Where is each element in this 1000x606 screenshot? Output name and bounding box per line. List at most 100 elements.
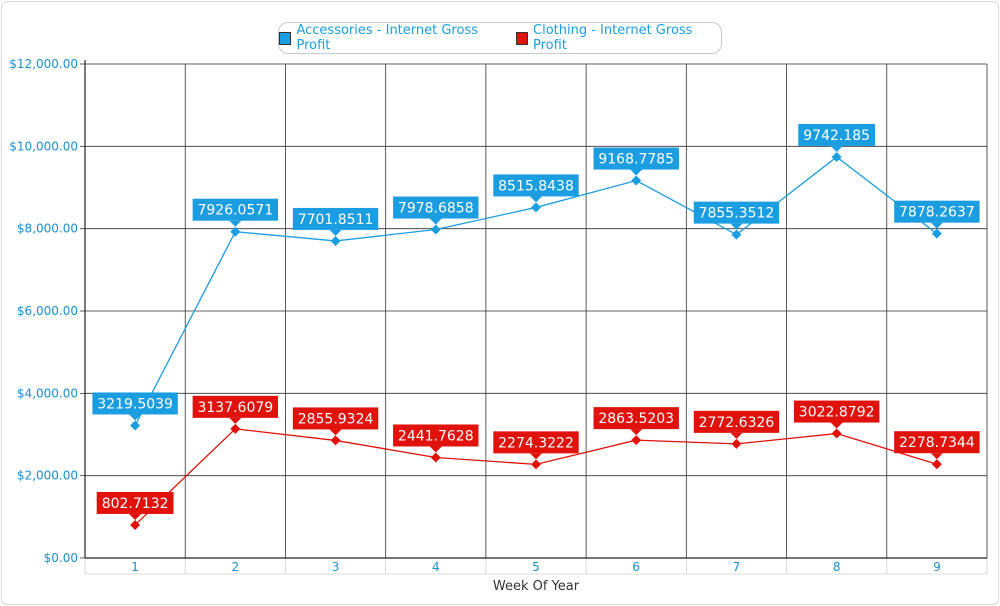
data-label-box <box>493 174 579 197</box>
data-point-marker[interactable] <box>430 452 441 463</box>
x-tick-label: 4 <box>432 560 440 574</box>
legend-swatch-clothing <box>515 31 529 45</box>
x-tick-label: 8 <box>833 560 841 574</box>
data-label-box <box>693 410 780 433</box>
data-label-box <box>793 400 880 423</box>
data-point-marker[interactable] <box>230 226 241 237</box>
data-label-box <box>192 395 279 418</box>
data-point-marker[interactable] <box>130 519 141 530</box>
data-label: 7978.6858 <box>398 201 474 217</box>
y-tick-label: $0.00 <box>44 551 78 565</box>
data-label-box <box>96 491 174 514</box>
x-tick-label: 7 <box>733 560 741 574</box>
data-point-marker[interactable] <box>130 420 141 431</box>
legend-label-clothing: Clothing - Internet Gross Profit <box>533 23 693 53</box>
data-label: 2863.5203 <box>598 411 674 427</box>
legend-item-accessories[interactable]: Accessories - Internet Gross Profit <box>279 23 506 53</box>
data-label-pointer <box>830 422 843 429</box>
data-label-pointer <box>730 223 743 230</box>
y-tick-label: $2,000.00 <box>17 469 78 483</box>
data-label-box <box>393 196 479 219</box>
legend: Accessories - Internet Gross Profit Clot… <box>278 22 722 54</box>
series-layer <box>130 151 942 530</box>
data-label-pointer <box>530 453 542 460</box>
data-label: 9168.7785 <box>598 152 674 168</box>
y-tick-label: $4,000.00 <box>17 386 78 400</box>
x-tick-label: 9 <box>933 560 941 574</box>
data-label: 7926.0571 <box>197 203 273 219</box>
data-label: 2772.6326 <box>699 415 775 431</box>
data-point-marker[interactable] <box>931 228 942 239</box>
data-label-box <box>493 431 579 454</box>
data-label: 7855.3512 <box>699 206 775 222</box>
data-label: 3219.5039 <box>97 396 173 412</box>
data-label: 7878.2637 <box>899 205 975 221</box>
axis-layer: $0.00 $2,000.00 $4,000.00 $6,000.00 $8,000.0… <box>9 57 988 575</box>
data-point-marker[interactable] <box>831 151 842 162</box>
data-label-box <box>593 407 679 430</box>
data-point-marker[interactable] <box>731 438 742 449</box>
data-label-box <box>292 207 379 230</box>
data-point-marker[interactable] <box>230 423 241 434</box>
data-label-pointer <box>930 222 943 229</box>
data-label-pointer <box>229 220 242 227</box>
data-label-pointer <box>630 429 643 436</box>
data-label-layer: 3219.5039 7926.0571 7701.8511 7978.6858 8515… <box>92 123 980 520</box>
x-tick-label: 5 <box>532 560 540 574</box>
data-label: 2855.9324 <box>298 411 374 427</box>
data-label-box <box>798 123 876 146</box>
x-tick-label: 6 <box>632 560 640 574</box>
data-label-box <box>894 200 980 223</box>
data-point-marker[interactable] <box>931 459 942 470</box>
data-label: 7701.8511 <box>298 212 374 228</box>
data-label-pointer <box>329 429 342 436</box>
data-label-pointer <box>730 432 743 439</box>
data-point-marker[interactable] <box>531 459 541 470</box>
data-point-marker[interactable] <box>430 224 441 235</box>
data-label-box <box>92 392 178 415</box>
data-label-box <box>693 201 780 224</box>
data-point-marker[interactable] <box>731 229 742 240</box>
data-label: 2441.7628 <box>398 428 474 444</box>
data-point-marker[interactable] <box>330 235 341 246</box>
x-axis-title: Week Of Year <box>493 579 580 594</box>
data-label-pointer <box>429 218 442 225</box>
y-tick-label: $8,000.00 <box>17 222 78 236</box>
data-label-pointer <box>129 513 142 520</box>
data-label-pointer <box>429 446 442 453</box>
data-point-marker[interactable] <box>330 435 341 446</box>
x-tick-label: 3 <box>332 560 340 574</box>
y-tick-label: $10,000.00 <box>9 139 78 153</box>
data-label: 2274.3222 <box>498 435 574 451</box>
data-label-pointer <box>129 414 142 421</box>
legend-label-accessories: Accessories - Internet Gross Profit <box>296 23 478 53</box>
data-label-pointer <box>229 417 242 424</box>
data-label: 8515.8438 <box>498 178 574 194</box>
data-label-box <box>593 147 679 170</box>
data-label-pointer <box>830 145 843 152</box>
data-label-box <box>393 424 479 447</box>
data-label-pointer <box>329 229 342 236</box>
data-label-box <box>292 407 379 430</box>
data-label-pointer <box>630 169 643 176</box>
data-label: 9742.185 <box>803 128 870 144</box>
data-point-marker[interactable] <box>831 428 842 439</box>
data-label: 3137.6079 <box>197 400 273 416</box>
x-tick-label: 1 <box>131 560 139 574</box>
data-label-box <box>192 198 279 221</box>
data-label-pointer <box>530 196 542 203</box>
x-tick-label: 2 <box>232 560 240 574</box>
legend-item-clothing[interactable]: Clothing - Internet Gross Profit <box>515 23 721 53</box>
data-point-marker[interactable] <box>631 175 642 186</box>
legend-swatch-accessories <box>279 31 292 45</box>
y-tick-label: $12,000.00 <box>9 57 78 71</box>
data-point-marker[interactable] <box>531 202 541 213</box>
data-label: 802.7132 <box>102 496 169 512</box>
data-label: 3022.8792 <box>799 405 875 421</box>
data-point-marker[interactable] <box>631 435 642 446</box>
y-tick-label: $6,000.00 <box>17 304 78 318</box>
data-label-pointer <box>930 453 943 460</box>
data-label: 2278.7344 <box>899 435 975 451</box>
data-label-box <box>894 431 980 454</box>
